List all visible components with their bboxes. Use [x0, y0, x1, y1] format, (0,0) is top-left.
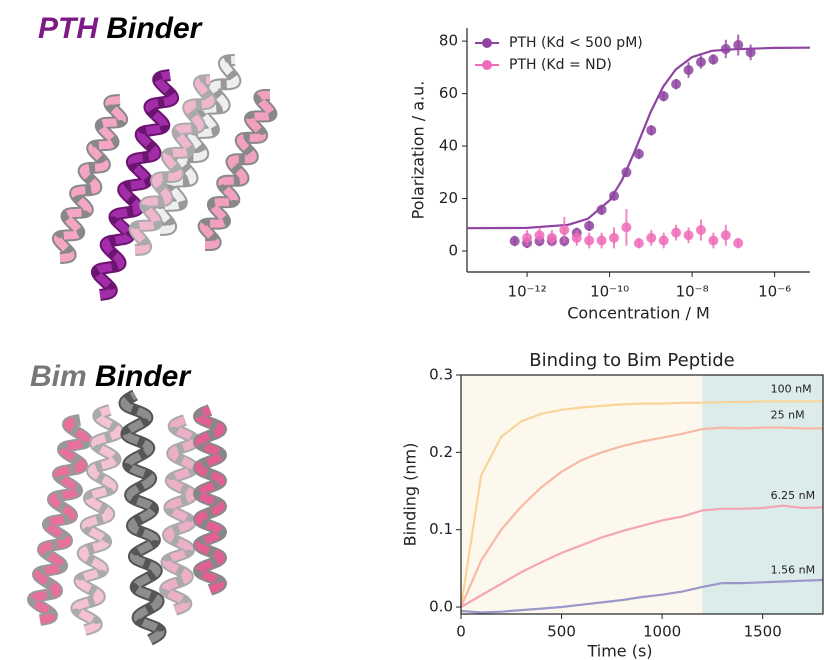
y-tick-label: 40: [439, 137, 458, 155]
label-part: Bim: [30, 360, 87, 393]
chart-title: Binding to Bim Peptide: [529, 350, 734, 371]
x-axis-label: Concentration / M: [567, 304, 710, 323]
data-point: [534, 230, 545, 241]
data-point: [683, 230, 694, 241]
y-axis-label: Binding (nm): [401, 443, 420, 547]
legend-marker: [482, 60, 492, 70]
data-point: [695, 57, 706, 68]
y-tick-label: 80: [439, 32, 458, 50]
series-label: 25 nM: [771, 409, 805, 422]
panel-label: PTH Binder: [38, 12, 204, 45]
shaded-region: [461, 375, 703, 614]
helix: [195, 406, 225, 594]
shaded-region: [702, 375, 823, 614]
x-tick-label: 10⁻⁶: [758, 283, 791, 301]
y-tick-label: 60: [439, 84, 458, 102]
helix: [72, 406, 123, 634]
plot-frame: [460, 374, 824, 615]
data-point: [646, 232, 657, 243]
label-part: PTH: [38, 12, 99, 45]
series-label: 100 nM: [771, 382, 812, 395]
data-point: [522, 232, 533, 243]
data-point: [596, 204, 607, 215]
data-point: [733, 40, 744, 51]
x-tick-label: 0: [456, 623, 466, 641]
data-point: [658, 235, 669, 246]
y-tick-label: 0.1: [429, 520, 453, 538]
helix: [199, 91, 276, 249]
data-point: [671, 227, 682, 238]
series-line: [459, 426, 823, 608]
x-axis-label: Time (s): [586, 642, 652, 660]
helix: [155, 56, 240, 234]
helix: [161, 416, 199, 614]
series-line: [460, 504, 824, 608]
data-point: [571, 232, 582, 243]
label-part: Binder: [95, 360, 192, 393]
data-point: [658, 91, 669, 102]
fit-line: [466, 46, 811, 230]
data-point: [633, 238, 644, 249]
series-label: 6.25 nM: [771, 489, 815, 502]
data-point: [720, 43, 731, 54]
legend-marker: [482, 38, 492, 48]
y-axis-label: Polarization / a.u.: [409, 81, 428, 220]
helix: [120, 391, 165, 644]
data-point: [695, 225, 706, 236]
y-tick-label: 0: [448, 242, 458, 260]
y-tick-label: 20: [439, 189, 458, 207]
label-part: Binder: [106, 12, 203, 45]
series-line: [460, 578, 824, 614]
helix: [53, 96, 127, 262]
x-tick-label: 10⁻¹²: [508, 283, 547, 301]
x-tick-label: 1500: [744, 623, 782, 641]
legend-label: PTH (Kd < 500 pM): [509, 35, 643, 51]
data-point: [609, 190, 620, 201]
x-tick-label: 10⁻¹⁰: [590, 283, 629, 301]
protein-structures: [27, 54, 278, 646]
series-label: 1.56 nM: [771, 563, 815, 576]
data-point: [621, 222, 632, 233]
x-tick-label: 10⁻⁸: [676, 283, 709, 301]
data-point: [720, 230, 731, 241]
panel-label: Bim Binder: [30, 360, 192, 393]
data-point: [708, 235, 719, 246]
y-tick-label: 0.2: [429, 443, 453, 461]
data-point: [646, 125, 657, 136]
data-point: [671, 79, 682, 90]
y-tick-label: 0.3: [429, 366, 453, 384]
helix: [29, 416, 91, 624]
data-point: [708, 54, 719, 65]
data-point: [733, 238, 744, 249]
data-point: [584, 235, 595, 246]
x-tick-label: 1000: [643, 623, 681, 641]
data-point: [559, 225, 570, 236]
data-point: [621, 167, 632, 178]
data-point: [683, 64, 694, 75]
helix: [130, 76, 215, 254]
series-line: [459, 400, 823, 608]
data-point: [745, 47, 756, 58]
legend-label: PTH (Kd = ND): [509, 57, 612, 73]
data-point: [546, 232, 557, 243]
y-tick-label: 0.0: [429, 598, 453, 616]
data-point: [633, 148, 644, 159]
data-point: [509, 236, 520, 247]
helix: [93, 71, 177, 299]
x-tick-label: 500: [547, 623, 576, 641]
data-point: [596, 235, 607, 246]
data-point: [609, 232, 620, 243]
data-point: [584, 220, 595, 231]
